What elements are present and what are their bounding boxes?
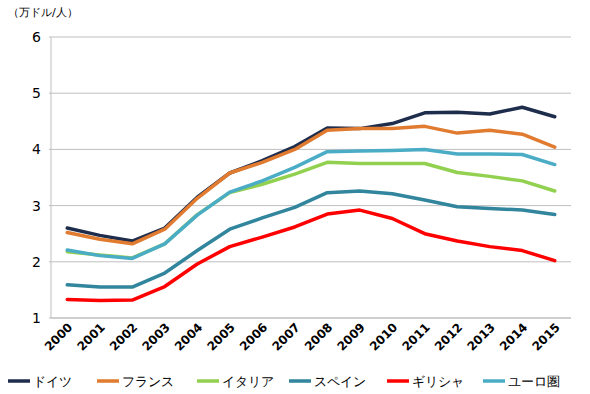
y-tick-label: 3 [32, 198, 41, 214]
series-line [67, 149, 555, 258]
legend-label: ギリシャ [412, 374, 464, 389]
legend-swatch [289, 379, 311, 383]
y-tick-label: 5 [32, 85, 41, 101]
legend-label: スペイン [314, 374, 366, 389]
x-tick-label: 2012 [432, 320, 466, 354]
x-tick-label: 2000 [42, 320, 76, 354]
x-tick-label: 2005 [204, 320, 238, 354]
series-line [67, 126, 555, 243]
legend-label: ドイツ [33, 374, 72, 389]
chart-root: （万ドル/人）123456200020012002200320042005200… [0, 0, 590, 394]
y-tick-label: 4 [32, 141, 41, 157]
x-tick-label: 2013 [464, 320, 498, 354]
legend-swatch [197, 379, 219, 383]
series-group [67, 107, 555, 300]
y-tick-label: 2 [32, 254, 41, 270]
y-axis-line [51, 37, 52, 318]
legend-label: イタリア [222, 374, 274, 389]
legend-swatch [97, 379, 119, 383]
x-tick-label: 2008 [302, 320, 336, 354]
grid-line [49, 318, 571, 319]
x-tick-label: 2015 [529, 320, 563, 354]
grid-line [49, 205, 571, 206]
x-tick-label: 2014 [497, 320, 531, 354]
x-tick-label: 2006 [237, 320, 271, 354]
x-tick-label: 2004 [172, 320, 206, 354]
legend-swatch [8, 379, 30, 383]
grid-line [49, 149, 571, 150]
grid-line [49, 93, 571, 94]
x-tick-label: 2010 [367, 320, 401, 354]
x-tick-label: 2003 [139, 320, 173, 354]
legend-label: ユーロ圏 [508, 374, 560, 389]
x-tick-label: 2007 [269, 320, 303, 354]
x-tick-label: 2001 [74, 320, 108, 354]
grid-line [49, 37, 571, 38]
legend-swatch [483, 379, 505, 383]
legend-label: フランス [122, 374, 174, 389]
chart-svg: （万ドル/人）123456200020012002200320042005200… [0, 0, 590, 394]
x-axis-line [51, 318, 571, 319]
x-tick-label: 2002 [107, 320, 141, 354]
y-axis-title: （万ドル/人） [8, 6, 78, 19]
x-tick-label: 2011 [399, 320, 433, 354]
x-tick-label: 2009 [334, 320, 368, 354]
y-tick-label: 1 [32, 310, 41, 326]
y-tick-label: 6 [32, 29, 41, 45]
series-line [67, 191, 555, 287]
legend-swatch [387, 379, 409, 383]
grid-line [49, 261, 571, 262]
